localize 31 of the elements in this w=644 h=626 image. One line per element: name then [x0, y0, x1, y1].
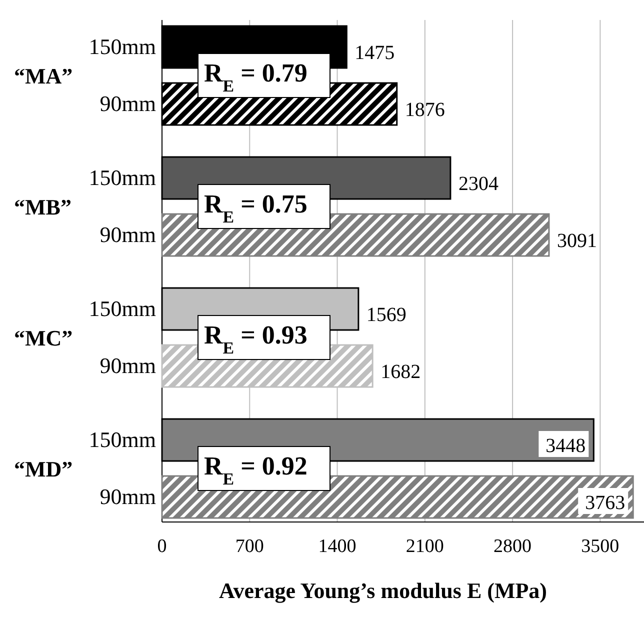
y-tick-label: 150mm: [88, 165, 156, 190]
data-label: 3091: [556, 230, 597, 252]
data-label: 1876: [404, 99, 445, 121]
y-tick-label: 90mm: [100, 484, 156, 509]
y-tick-label: 90mm: [100, 222, 156, 247]
y-tick-label: 150mm: [88, 296, 156, 321]
x-tick-label: 2100: [406, 536, 444, 557]
annotation: R$_{E}$ = 0.79: [204, 58, 308, 95]
data-label: 1682: [380, 361, 421, 383]
data-label: 3448: [546, 435, 586, 457]
y-tick-label: 150mm: [88, 427, 156, 452]
data-label: 2304: [458, 173, 498, 195]
annotation: R$_{E}$ = 0.92: [204, 452, 308, 488]
annotation: R$_{E}$ = 0.75: [204, 190, 308, 226]
y-tick-label: 150mm: [88, 34, 156, 59]
annotation: R$_{E}$ = 0.93: [204, 320, 308, 357]
x-axis-title: Average Young’s modulus E (MPa): [219, 578, 547, 603]
y-tick-label: 90mm: [100, 353, 156, 378]
data-label: 3763: [585, 492, 626, 514]
data-label: 1569: [366, 304, 406, 326]
y-tick-label: 90mm: [100, 91, 156, 116]
data-label: 1475: [354, 42, 395, 64]
x-tick-label: 0: [157, 536, 167, 557]
x-tick-label: 1400: [318, 536, 356, 557]
text: “MD”: [14, 456, 73, 482]
text: “MA”: [14, 64, 73, 88]
x-tick-label: 700: [235, 536, 264, 557]
x-tick-label: 2800: [494, 536, 532, 557]
text: “MB”: [14, 194, 72, 220]
text: “MC”: [14, 326, 73, 350]
x-tick-label: 3500: [581, 536, 620, 557]
